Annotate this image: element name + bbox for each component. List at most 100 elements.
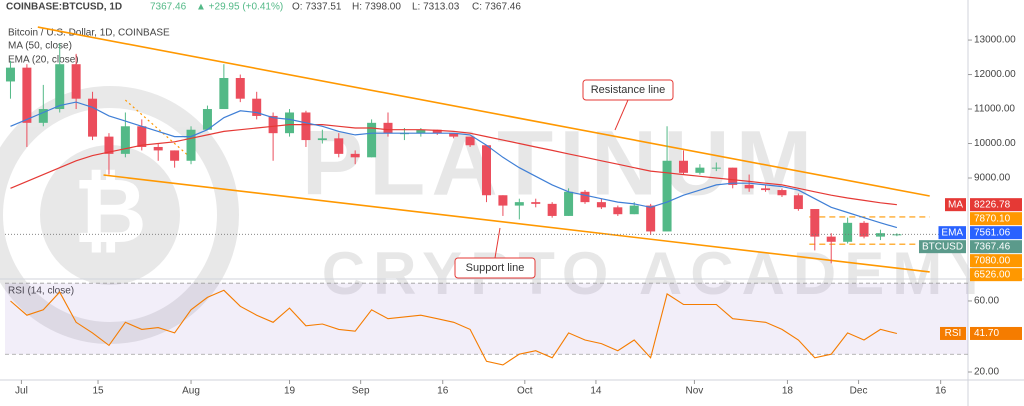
x-tick-label: 15: [92, 386, 104, 397]
price-label-name-box: [945, 198, 966, 212]
price-label-box: [970, 212, 1022, 226]
rsi-label: 41.70: [974, 328, 999, 339]
y-tick-label: 60.00: [974, 296, 999, 307]
watermark: CRYPTO ACADEMY: [322, 240, 999, 307]
price-label-box: [970, 254, 1022, 268]
y-tick-label: 20.00: [974, 367, 999, 378]
candle-body: [777, 190, 787, 196]
candle-body: [482, 145, 491, 196]
price-label-name: BTCUSD: [922, 241, 963, 252]
price-label: 7561.06: [974, 227, 1011, 238]
price-label-name-box: [938, 226, 966, 240]
candle-body: [137, 126, 147, 147]
candle-body: [449, 133, 459, 137]
candle-body: [892, 234, 902, 236]
x-tick-label: Oct: [517, 386, 533, 397]
y-tick-label: 11000.00: [974, 104, 1015, 115]
candle-body: [383, 122, 393, 134]
trend-line: [103, 174, 930, 273]
price-label: 7870.10: [974, 213, 1011, 224]
candle-body: [744, 184, 754, 189]
trend-line: [37, 26, 930, 197]
candle-body: [564, 191, 574, 216]
price-label-box: [970, 268, 1022, 282]
candle-body: [120, 126, 130, 154]
x-tick-label: Aug: [182, 386, 200, 397]
candle-body: [826, 236, 836, 242]
y-tick-label: 10000.00: [974, 138, 1016, 149]
candle-body: [334, 138, 344, 154]
symbol: COINBASE:BTCUSD, 1D: [6, 2, 122, 13]
price-label: 8226.78: [974, 199, 1011, 210]
x-tick-label: Sep: [352, 386, 370, 397]
candle-body: [613, 207, 623, 215]
price-label-box: [970, 240, 1022, 254]
y-tick-label: 9000.00: [974, 173, 1011, 184]
candle-body: [728, 167, 738, 185]
candle-body: [252, 98, 262, 116]
candle-body: [219, 78, 229, 110]
candle-body: [301, 112, 311, 141]
annotation: Support line: [466, 262, 525, 274]
ohlc: H: 7398.00: [352, 2, 401, 13]
candle-body: [662, 160, 672, 232]
price-label: 7367.46: [974, 241, 1011, 252]
candle-body: [793, 195, 803, 210]
x-tick-label: 16: [935, 386, 947, 397]
candle-body: [761, 188, 771, 191]
candle-body: [5, 67, 15, 82]
candle-body: [580, 191, 590, 203]
candle-body: [202, 109, 212, 130]
candle-body: [531, 202, 541, 204]
x-tick-label: Jul: [15, 386, 28, 397]
candle-body: [88, 98, 98, 137]
candle-body: [268, 115, 278, 134]
price-label-box: [970, 198, 1022, 212]
rsi-band: [5, 283, 968, 355]
candle-body: [875, 233, 885, 237]
candle-body: [55, 64, 65, 110]
ohlc: O: 7337.51: [292, 2, 342, 13]
candle-body: [711, 167, 721, 169]
change: ▲ +29.95 (+0.41%): [196, 2, 283, 13]
rsi-title: RSI (14, close): [8, 286, 74, 297]
candle-body: [38, 109, 48, 123]
candle-body: [432, 129, 442, 134]
annotation: Resistance line: [591, 84, 666, 96]
candle-body: [235, 78, 245, 99]
price-label-name: MA: [948, 199, 963, 210]
candle-body: [317, 138, 327, 141]
x-tick-label: 18: [782, 386, 794, 397]
annotation-pointer: [614, 99, 629, 131]
candle-body: [350, 153, 360, 158]
candle-body: [547, 203, 557, 216]
x-tick-label: Nov: [686, 386, 704, 397]
indicator-line: [10, 101, 898, 229]
ohlc: L: 7313.03: [412, 2, 460, 13]
indicator-line: [10, 124, 897, 206]
rsi-label-name-box: [940, 326, 966, 340]
price-label: 7080.00: [974, 255, 1011, 266]
rsi-label-name: RSI: [945, 328, 962, 339]
price-label: 6526.00: [974, 269, 1011, 280]
candle-body: [367, 122, 377, 158]
x-tick-label: 19: [284, 386, 296, 397]
price-label-box: [970, 226, 1022, 240]
candle-body: [153, 146, 163, 151]
candle-body: [71, 64, 81, 99]
candle-body: [843, 222, 853, 242]
svg-text:₿: ₿: [73, 162, 146, 262]
candle-body: [678, 160, 688, 173]
annotation-box: [582, 79, 674, 101]
price-label-name-box: [919, 240, 966, 254]
candle-body: [810, 209, 820, 237]
candle-body: [186, 129, 196, 161]
candle-body: [465, 136, 475, 146]
last-price: 7367.46: [150, 2, 187, 13]
annotation-pointer: [494, 227, 501, 259]
watermark: PLATINUM: [302, 112, 818, 214]
legend-entry: MA (50, close): [8, 41, 72, 52]
rsi-line: [10, 289, 898, 366]
x-tick-label: Dec: [850, 386, 868, 397]
